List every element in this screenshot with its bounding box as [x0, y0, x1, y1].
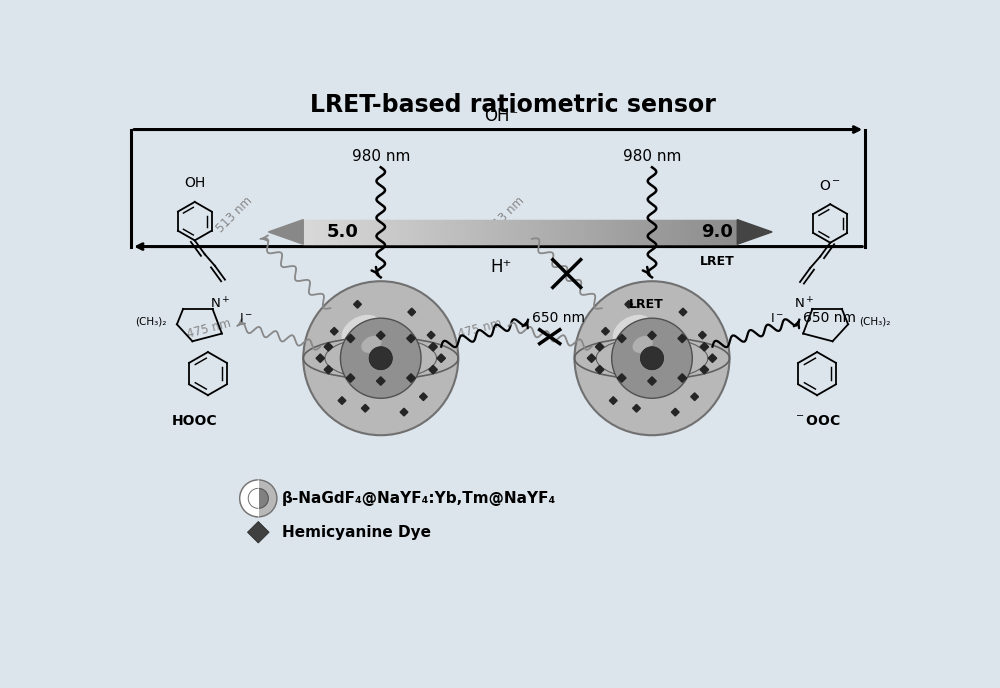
Polygon shape: [346, 334, 355, 343]
Text: I$^-$: I$^-$: [239, 312, 253, 325]
Text: OH⁻: OH⁻: [484, 107, 518, 125]
Polygon shape: [420, 393, 427, 400]
Polygon shape: [407, 374, 415, 383]
Text: LRET-based ratiometric sensor: LRET-based ratiometric sensor: [310, 93, 715, 116]
Polygon shape: [648, 331, 656, 340]
Polygon shape: [679, 308, 687, 316]
Text: 513 nm: 513 nm: [214, 194, 255, 235]
Polygon shape: [618, 374, 626, 383]
Ellipse shape: [342, 314, 381, 347]
Polygon shape: [330, 327, 338, 335]
Polygon shape: [708, 354, 717, 363]
Polygon shape: [376, 377, 385, 385]
Polygon shape: [737, 219, 772, 244]
Text: 9.0: 9.0: [702, 223, 733, 241]
Text: O$^-$: O$^-$: [819, 179, 841, 193]
Wedge shape: [240, 480, 258, 517]
Polygon shape: [427, 331, 435, 339]
Polygon shape: [700, 365, 709, 374]
Text: H⁺: H⁺: [490, 258, 512, 276]
Text: I$^-$: I$^-$: [770, 312, 784, 325]
Circle shape: [640, 347, 664, 369]
Text: β-NaGdF₄@NaYF₄:Yb,Tm@NaYF₄: β-NaGdF₄@NaYF₄:Yb,Tm@NaYF₄: [282, 491, 556, 506]
Text: 650 nm: 650 nm: [803, 311, 856, 325]
Text: Hemicyanine Dye: Hemicyanine Dye: [282, 525, 431, 540]
Text: $^-$OOC: $^-$OOC: [793, 413, 841, 428]
Polygon shape: [587, 354, 596, 363]
Text: LRET: LRET: [700, 255, 735, 268]
Text: HOOC: HOOC: [172, 413, 218, 428]
Polygon shape: [407, 334, 415, 343]
Text: OH: OH: [184, 176, 205, 191]
Polygon shape: [324, 365, 333, 374]
Polygon shape: [671, 408, 679, 416]
Text: (CH₃)₂: (CH₃)₂: [135, 316, 166, 326]
Text: 980 nm: 980 nm: [623, 149, 681, 164]
Text: 475 nm: 475 nm: [456, 317, 503, 341]
Polygon shape: [437, 354, 445, 363]
Circle shape: [303, 281, 458, 436]
Polygon shape: [698, 331, 706, 339]
Circle shape: [340, 318, 421, 398]
Text: 5.0: 5.0: [326, 223, 358, 241]
Polygon shape: [376, 331, 385, 340]
Text: 650 nm: 650 nm: [532, 311, 585, 325]
Circle shape: [248, 488, 268, 508]
Polygon shape: [625, 301, 633, 308]
Polygon shape: [361, 405, 369, 412]
Text: 513 nm: 513 nm: [485, 194, 526, 235]
Polygon shape: [678, 334, 686, 343]
Polygon shape: [633, 405, 640, 412]
Text: (CH₃)₂: (CH₃)₂: [859, 316, 890, 326]
Polygon shape: [678, 374, 686, 383]
Circle shape: [612, 318, 692, 398]
Text: LRET: LRET: [628, 298, 663, 311]
Polygon shape: [247, 522, 269, 543]
Polygon shape: [595, 365, 604, 374]
Polygon shape: [429, 365, 437, 374]
Ellipse shape: [361, 336, 382, 353]
Circle shape: [240, 480, 277, 517]
Polygon shape: [602, 327, 609, 335]
Polygon shape: [691, 393, 698, 400]
Polygon shape: [609, 397, 617, 405]
Circle shape: [574, 281, 730, 436]
Polygon shape: [338, 397, 346, 405]
Text: N$^+$: N$^+$: [794, 297, 815, 312]
Polygon shape: [408, 308, 416, 316]
Polygon shape: [429, 343, 437, 351]
Polygon shape: [354, 301, 361, 308]
Polygon shape: [595, 343, 604, 351]
Text: 475 nm: 475 nm: [185, 317, 232, 341]
Polygon shape: [268, 219, 303, 244]
Ellipse shape: [613, 314, 652, 347]
Polygon shape: [346, 374, 355, 383]
Text: 980 nm: 980 nm: [352, 149, 410, 164]
Polygon shape: [324, 343, 333, 351]
Polygon shape: [400, 408, 408, 416]
Polygon shape: [618, 334, 626, 343]
Polygon shape: [648, 377, 656, 385]
Polygon shape: [316, 354, 325, 363]
Circle shape: [369, 347, 392, 369]
Polygon shape: [700, 343, 709, 351]
Ellipse shape: [633, 336, 653, 353]
Text: N$^+$: N$^+$: [210, 297, 231, 312]
